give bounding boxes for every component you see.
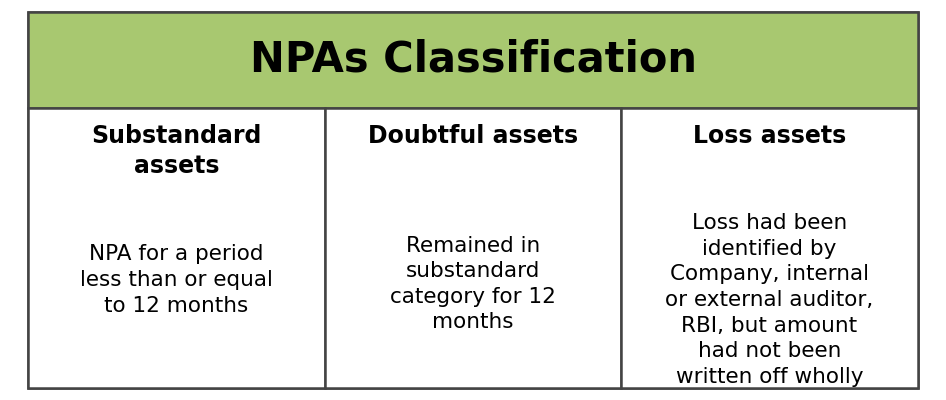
Text: Doubtful assets: Doubtful assets	[368, 124, 578, 148]
Text: NPAs Classification: NPAs Classification	[250, 39, 696, 81]
Bar	[28, 108, 324, 388]
Text: Substandard
assets: Substandard assets	[92, 124, 262, 178]
Text: NPA for a period
less than or equal
to 12 months: NPA for a period less than or equal to 1…	[80, 244, 273, 316]
Text: Loss assets: Loss assets	[692, 124, 846, 148]
Bar	[324, 108, 622, 388]
Text: Remained in
substandard
category for 12
months: Remained in substandard category for 12 …	[390, 236, 556, 332]
Bar	[622, 108, 918, 388]
Text: Loss had been
identified by
Company, internal
or external auditor,
RBI, but amou: Loss had been identified by Company, int…	[665, 213, 873, 387]
Bar	[28, 12, 918, 108]
